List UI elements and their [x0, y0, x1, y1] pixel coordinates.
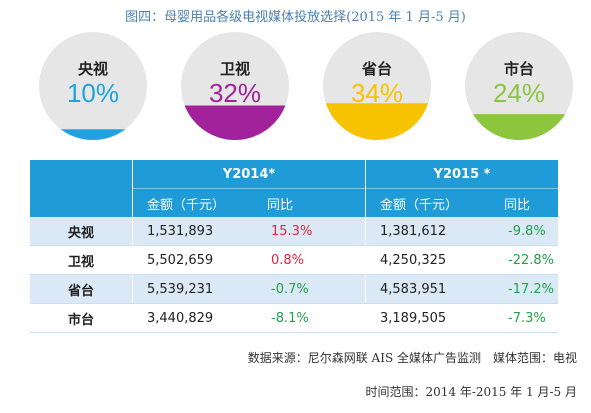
share-circle: 央视 10% [37, 30, 149, 142]
circle-label: 卫视 [219, 60, 250, 78]
yoy-2014: -8.1% [253, 303, 366, 333]
col-header-amount: 金额（千元） [132, 188, 253, 217]
col-header-yoy: 同比 [253, 188, 366, 217]
circle-background [39, 32, 147, 140]
circle-graphic [39, 32, 147, 140]
table-corner [30, 160, 133, 217]
share-fill [60, 129, 126, 140]
row-name: 卫视 [30, 245, 133, 275]
amount-2014: 1,531,893 [132, 217, 253, 246]
circle-share: 34% [350, 78, 404, 108]
share-fill [184, 105, 286, 141]
spend-table: Y2014* Y2015 * 金额（千元） 同比 金额（千元） 同比 央视 1,… [30, 160, 558, 333]
col-header-yoy: 同比 [490, 188, 558, 217]
amount-2014: 3,440,829 [132, 303, 253, 333]
row-name: 省台 [30, 274, 133, 304]
yoy-2014: 15.3% [253, 217, 366, 246]
row-name: 央视 [30, 217, 133, 246]
yoy-2015: -22.8% [490, 245, 558, 275]
amount-2014: 5,539,231 [132, 274, 253, 304]
share-circle: 卫视 32% [179, 30, 291, 142]
share-fill [472, 114, 566, 140]
col-header-amount: 金额（千元） [365, 188, 490, 217]
yoy-2015: -17.2% [490, 274, 558, 304]
amount-2015: 1,381,612 [365, 217, 490, 246]
table-header-metrics: 金额（千元） 同比 金额（千元） 同比 [30, 188, 558, 217]
amount-2015: 4,583,951 [365, 274, 490, 304]
share-fill [325, 103, 429, 140]
table-row: 省台 5,539,231 -0.7% 4,583,951 -17.2% [30, 274, 558, 304]
circle-label: 市台 [503, 60, 534, 78]
circle-share: 24% [492, 78, 546, 108]
table-row: 央视 1,531,893 15.3% 1,381,612 -9.8% [30, 217, 558, 246]
yoy-2014: -0.7% [253, 274, 366, 304]
yoy-2014: 0.8% [253, 245, 366, 275]
table-row: 卫视 5,502,659 0.8% 4,250,325 -22.8% [30, 245, 558, 275]
yoy-2015: -9.8% [490, 217, 558, 246]
amount-2014: 5,502,659 [132, 245, 253, 275]
data-source-note: 数据来源：尼尔森网联 AIS 全媒体广告监测 媒体范围：电视 [247, 351, 577, 365]
share-circle: 市台 24% [463, 30, 575, 142]
table-header-years: Y2014* Y2015 * [30, 160, 558, 217]
share-circle: 省台 34% [321, 30, 433, 142]
circle-background [465, 32, 573, 140]
circle-share: 32% [208, 78, 262, 108]
yoy-2015: -7.3% [490, 303, 558, 333]
year-header-2015: Y2015 * [365, 160, 558, 189]
circle-share: 10% [66, 78, 120, 108]
circle-label: 央视 [77, 60, 108, 78]
circle-label: 省台 [361, 60, 392, 78]
time-range-note: 时间范围：2014 年-2015 年 1 月-5 月 [365, 385, 577, 399]
row-name: 市台 [30, 303, 133, 333]
table-row: 市台 3,440,829 -8.1% 3,189,505 -7.3% [30, 303, 558, 333]
share-circles: 央视 10% 卫视 32% 省台 34% 市台 24% [0, 0, 591, 160]
amount-2015: 3,189,505 [365, 303, 490, 333]
circle-graphic [465, 32, 573, 140]
chart-title: 图四：母婴用品各级电视媒体投放选择(2015 年 1 月-5 月) [125, 10, 466, 25]
amount-2015: 4,250,325 [365, 245, 490, 275]
circle-graphic [181, 32, 289, 141]
year-header-2014: Y2014* [132, 160, 366, 189]
circle-graphic [323, 32, 431, 140]
